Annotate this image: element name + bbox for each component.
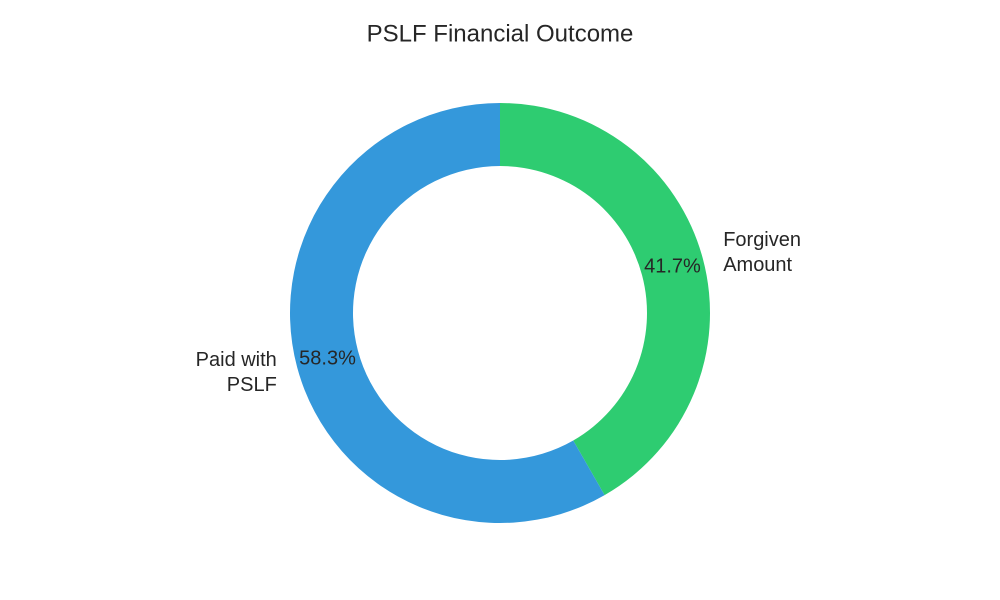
percent-label: 58.3% — [299, 347, 356, 369]
category-label: Forgiven Amount — [723, 229, 801, 277]
donut-slice — [500, 103, 710, 496]
donut-slice — [290, 103, 605, 523]
percent-label: 41.7% — [644, 255, 701, 277]
category-label: Paid with PSLF — [195, 348, 277, 396]
chart-title: PSLF Financial Outcome — [367, 20, 634, 47]
